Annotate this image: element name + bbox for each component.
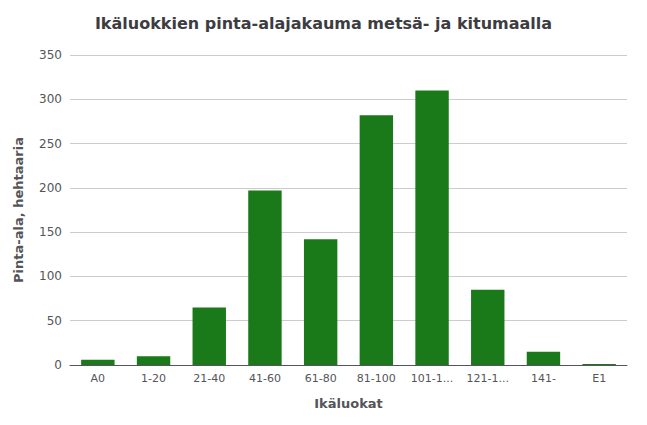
svg-text:0: 0 [54,358,62,372]
svg-text:250: 250 [39,137,62,151]
svg-text:A0: A0 [91,372,106,385]
svg-text:350: 350 [39,48,62,62]
svg-text:Ikäluokat: Ikäluokat [314,396,383,411]
svg-text:121-1...: 121-1... [467,372,509,385]
svg-text:41-60: 41-60 [249,372,281,385]
svg-text:81-100: 81-100 [357,372,396,385]
svg-text:Pinta-ala, hehtaaria: Pinta-ala, hehtaaria [11,137,26,283]
svg-text:150: 150 [39,225,62,239]
svg-text:141-: 141- [531,372,556,385]
svg-text:E1: E1 [592,372,606,385]
svg-text:Ikäluokkien pinta-alajakauma m: Ikäluokkien pinta-alajakauma metsä- ja k… [95,14,552,33]
svg-text:50: 50 [47,314,62,328]
svg-text:200: 200 [39,181,62,195]
svg-text:300: 300 [39,92,62,106]
svg-text:21-40: 21-40 [193,372,225,385]
svg-text:100: 100 [39,269,62,283]
svg-text:101-1...: 101-1... [411,372,453,385]
svg-text:61-80: 61-80 [305,372,337,385]
svg-text:1-20: 1-20 [141,372,166,385]
